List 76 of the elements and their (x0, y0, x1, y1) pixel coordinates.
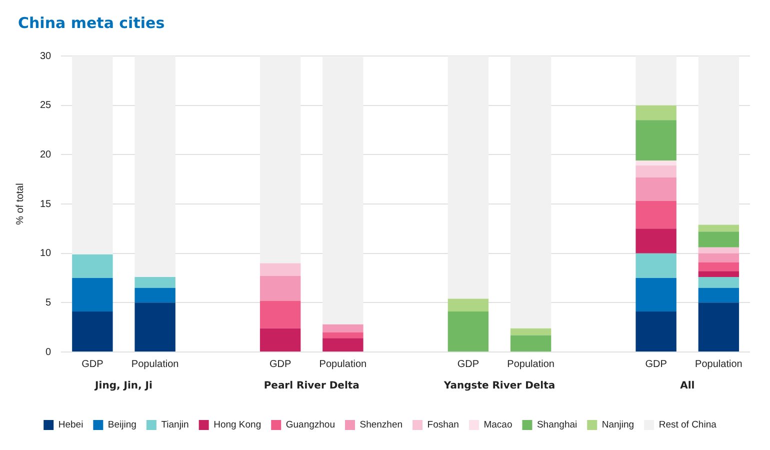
text: Jing, Jin, Ji (94, 380, 152, 392)
y-tick-label: 30 (40, 50, 52, 62)
bar (260, 276, 301, 301)
y-tick-label: 10 (40, 248, 52, 260)
bar (636, 312, 676, 352)
y-tick-label: 5 (46, 297, 52, 308)
bar (636, 120, 676, 161)
bar (698, 224, 740, 232)
bar (72, 254, 113, 278)
bar (698, 302, 740, 352)
bar (698, 288, 740, 303)
x-tick-label: GDP (645, 358, 668, 370)
legend-label: Foshan (427, 420, 459, 431)
bar (636, 253, 676, 278)
bar (322, 56, 364, 324)
x-tick-label: Population (695, 358, 742, 370)
bar (636, 105, 676, 120)
bar (448, 312, 489, 352)
bar (134, 288, 176, 303)
bar (72, 312, 113, 352)
bar (636, 56, 676, 106)
legend-label: Rest of China (658, 420, 718, 431)
x-tick-label: Population (319, 358, 367, 370)
bar (510, 328, 552, 336)
bar (72, 56, 113, 254)
bar (510, 335, 552, 352)
x-tick-label: GDP (269, 358, 292, 370)
bar (698, 253, 740, 262)
bar (698, 277, 740, 288)
y-tick-label: 25 (40, 100, 52, 112)
bar (322, 324, 364, 332)
text: All (680, 380, 695, 392)
bar (134, 302, 176, 352)
x-tick-label: Population (131, 358, 179, 370)
legend-label: Macao (484, 420, 512, 431)
bar (322, 332, 364, 338)
text: Yangste River Delta (442, 380, 556, 392)
y-tick-label: 0 (46, 346, 52, 358)
bar (698, 56, 740, 225)
bar (448, 56, 489, 299)
legend-label: Hebei (58, 420, 84, 431)
legend-label: Guangzhou (286, 420, 335, 431)
legend-label: Beijing (108, 420, 136, 431)
bar (448, 298, 489, 312)
x-tick-label: GDP (457, 358, 480, 370)
bar (698, 247, 740, 254)
y-axis-title: % of total (14, 183, 26, 225)
bar (636, 228, 676, 254)
bar (636, 160, 676, 166)
legend-label: Shenzhen (360, 420, 403, 431)
chart-title: China meta cities (18, 14, 165, 32)
y-tick-label: 15 (40, 198, 52, 210)
x-tick-label: Population (507, 358, 554, 370)
bar (636, 278, 676, 312)
y-tick-label: 20 (40, 149, 52, 160)
bar (698, 262, 740, 272)
text: Pearl River Delta (264, 380, 360, 392)
legend-label: Shanghai (536, 420, 578, 431)
bar (510, 56, 552, 328)
bar (698, 271, 740, 278)
bar (260, 328, 301, 352)
bar (636, 201, 676, 229)
legend-label: Tianjin (161, 420, 189, 431)
x-tick-label: GDP (82, 358, 104, 370)
legend-label: Hong Kong (214, 420, 262, 431)
legend-label: Nanjing (602, 420, 634, 431)
bar (636, 166, 676, 178)
bar (72, 278, 113, 312)
bar (322, 338, 364, 352)
bar (260, 263, 301, 276)
bar (260, 300, 301, 328)
bar (134, 56, 176, 278)
bar (134, 277, 176, 288)
bar (698, 232, 740, 248)
bar (636, 177, 676, 202)
bar (260, 56, 301, 264)
